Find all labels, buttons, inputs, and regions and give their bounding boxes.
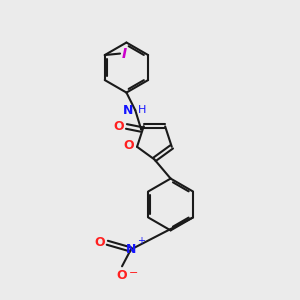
Text: O: O: [117, 269, 127, 282]
Text: O: O: [124, 139, 134, 152]
Text: O: O: [113, 120, 124, 133]
Text: N: N: [126, 243, 136, 256]
Text: −: −: [128, 268, 138, 278]
Text: +: +: [137, 236, 145, 246]
Text: N: N: [122, 104, 133, 117]
Text: H: H: [138, 105, 147, 115]
Text: I: I: [122, 46, 127, 61]
Text: O: O: [94, 236, 105, 249]
